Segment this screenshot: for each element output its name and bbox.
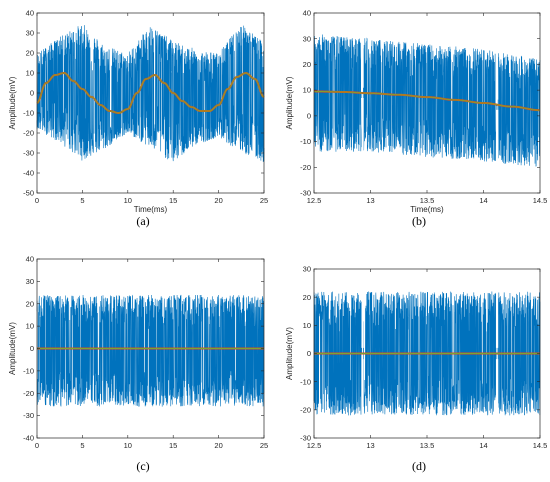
x-tick-label: 13.5 [420, 196, 435, 205]
x-tick-label: 14.5 [533, 196, 548, 205]
panel-d: 12.5 13 13.5 14 14.5 30 20 10 0 -10 -20 -30 Amplitud… [285, 265, 547, 473]
y-tick-label: 30 [26, 29, 34, 38]
y-tick-label: 40 [26, 9, 34, 18]
y-axis-label: Amplitude(mV) [285, 327, 294, 380]
y-tick-label: 10 [303, 321, 311, 330]
y-tick-label: 0 [30, 89, 34, 98]
y-tick-label: 0 [30, 344, 34, 353]
x-tick-label: 14.5 [533, 441, 548, 450]
y-tick-label: 0 [307, 349, 311, 358]
smoothed-trend-line [36, 72, 265, 114]
y-tick-label: 20 [303, 293, 311, 302]
noisy-signal-line [313, 34, 541, 167]
y-tick-label: 10 [26, 322, 34, 331]
x-tick-label: 12.5 [307, 196, 322, 205]
y-tick-label: -40 [23, 434, 34, 443]
x-tick-label: 13 [366, 441, 374, 450]
y-axis-label: Amplitude(mV) [8, 322, 17, 375]
x-tick-label: 12.5 [307, 441, 322, 450]
x-tick-label: 20 [214, 441, 222, 450]
x-tick-label: 15 [169, 441, 177, 450]
panel-label: (c) [136, 459, 149, 473]
panel-label: (a) [136, 214, 149, 228]
y-tick-label: -30 [23, 411, 34, 420]
noisy-signal-line [36, 294, 265, 407]
y-tick-label: -10 [23, 366, 34, 375]
y-axis-label: Amplitude(mV) [8, 76, 17, 129]
y-tick-label: 0 [307, 111, 311, 120]
x-axis-label: Time(ms) [410, 205, 444, 214]
noisy-signal-line [36, 25, 265, 162]
y-tick-label: -30 [300, 434, 311, 443]
y-tick-label: 20 [26, 49, 34, 58]
x-axis-label: Time(ms) [134, 205, 168, 214]
x-tick-label: 10 [124, 441, 132, 450]
x-tick-label: 25 [260, 196, 268, 205]
y-tick-label: -20 [300, 163, 311, 172]
y-tick-label: -10 [300, 137, 311, 146]
x-tick-label: 0 [35, 196, 39, 205]
x-tick-label: 20 [214, 196, 222, 205]
y-tick-label: 40 [26, 255, 34, 264]
y-tick-label: -10 [23, 109, 34, 118]
x-tick-label: 13 [366, 196, 374, 205]
panel-label: (d) [412, 459, 426, 473]
y-tick-label: 40 [303, 9, 311, 18]
y-tick-label: 30 [303, 34, 311, 43]
y-tick-label: 10 [303, 86, 311, 95]
y-tick-label: -20 [23, 129, 34, 138]
y-tick-label: -20 [23, 389, 34, 398]
y-tick-label: -40 [23, 169, 34, 178]
y-tick-label: 30 [26, 277, 34, 286]
y-axis-label: Amplitude(mV) [285, 76, 294, 129]
y-tick-label: -30 [23, 149, 34, 158]
y-tick-label: 20 [303, 60, 311, 69]
panel-b: 12.5 13 13.5 14 14.5 40 30 20 10 0 -10 -20 -30 Time(m… [285, 9, 547, 228]
x-tick-label: 14 [479, 441, 487, 450]
y-tick-label: -20 [300, 405, 311, 414]
x-tick-label: 0 [35, 441, 39, 450]
x-tick-label: 14 [479, 196, 487, 205]
panel-a: 0 5 10 15 20 25 40 30 20 10 0 -10 -20 -30 -40 -50 Time(m… [8, 9, 268, 228]
x-tick-label: 5 [80, 196, 84, 205]
panel-label: (b) [412, 214, 426, 228]
y-tick-label: -10 [300, 377, 311, 386]
panel-c: 0 5 10 15 20 25 40 30 20 10 0 -10 -20 -30 -40 Amplitude… [8, 255, 268, 473]
y-tick-label: 20 [26, 299, 34, 308]
y-tick-label: 30 [303, 265, 311, 274]
axes-box [36, 12, 265, 194]
y-tick-label: 10 [26, 69, 34, 78]
noisy-signal-line [313, 291, 541, 416]
x-tick-label: 15 [169, 196, 177, 205]
y-tick-label: -50 [23, 189, 34, 198]
y-tick-label: -30 [300, 189, 311, 198]
x-tick-label: 5 [80, 441, 84, 450]
x-tick-label: 13.5 [420, 441, 435, 450]
x-tick-label: 25 [260, 441, 268, 450]
x-tick-label: 10 [124, 196, 132, 205]
smoothed-trend-line [314, 90, 541, 111]
